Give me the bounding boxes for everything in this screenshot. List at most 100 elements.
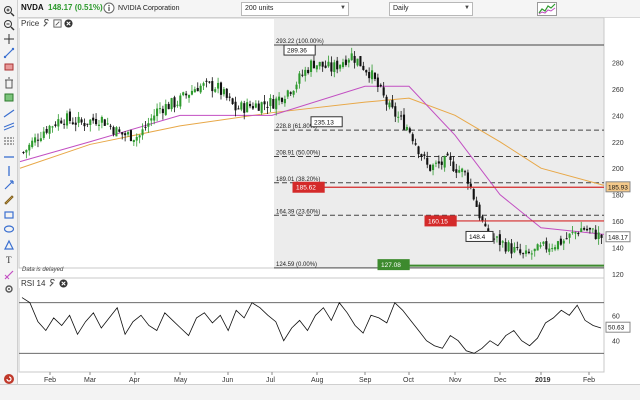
candle-body [86, 123, 89, 125]
magnifier-plus-icon[interactable] [2, 4, 16, 18]
resize-icon[interactable] [53, 19, 62, 28]
candle-body [315, 65, 318, 70]
price-y-tick: 160 [612, 219, 624, 226]
candle-body [432, 164, 435, 171]
close-icon[interactable] [59, 279, 69, 288]
measure-icon[interactable] [2, 268, 16, 282]
candle-body [225, 88, 228, 98]
candle-body [275, 98, 278, 110]
wrench-icon[interactable] [48, 279, 57, 288]
triangle-icon[interactable] [2, 238, 16, 252]
candle-body [455, 169, 458, 173]
candle-body [237, 108, 240, 110]
candle-body [147, 123, 150, 127]
price-box [310, 116, 343, 128]
fibonacci-icon[interactable] [2, 134, 16, 148]
candle-body [533, 248, 536, 252]
x-tick-label: Sep [359, 377, 372, 384]
price-box-label: 127.08 [381, 262, 401, 269]
move-icon[interactable] [2, 46, 16, 60]
period-select[interactable]: Daily ▼ [389, 2, 473, 16]
magnifier-minus-icon[interactable] [2, 18, 16, 32]
period-select-value: Daily [393, 5, 409, 12]
candle-body [400, 115, 403, 117]
chart-type-icon[interactable] [537, 2, 557, 16]
candle-body [402, 114, 406, 130]
candle-body [173, 97, 176, 108]
channel-icon[interactable] [2, 120, 16, 134]
vertical-line-icon[interactable] [2, 164, 16, 178]
text-icon[interactable]: T [2, 252, 16, 266]
right-axis-tag [605, 181, 631, 193]
arrow-line-icon[interactable] [2, 178, 16, 192]
fib-level-label: 189.01 (38.20%) [276, 177, 320, 183]
candle-body [63, 123, 66, 125]
candle-body [243, 103, 246, 113]
crosshair-icon[interactable] [2, 32, 16, 46]
right-axis-tag-label: 148.17 [608, 234, 628, 241]
rectangle-icon[interactable] [2, 208, 16, 222]
candle-body [461, 168, 464, 172]
candle-body [475, 200, 478, 207]
x-tick-label: Nov [449, 377, 462, 384]
fib-level-label: 293.22 (100.00%) [276, 39, 324, 45]
fib-level-label: 228.8 (61.80%) [276, 124, 317, 130]
x-tick-label: Aug [311, 377, 324, 384]
candle-body [548, 248, 551, 252]
wrench-icon[interactable] [42, 19, 51, 28]
company-info-icon[interactable] [103, 2, 115, 14]
candle-body [495, 236, 499, 238]
candle-body [240, 102, 243, 110]
candles-icon[interactable] [2, 90, 16, 104]
candle-body [187, 94, 191, 98]
pencil-icon[interactable] [2, 192, 16, 206]
candle-body [141, 129, 144, 136]
trend-line-icon[interactable] [2, 106, 16, 120]
price-panel-title: Price [21, 19, 40, 28]
reset-icon[interactable] [2, 372, 16, 386]
fib-level-label: 208.91 (50.00%) [276, 150, 320, 156]
ellipse-icon[interactable] [2, 222, 16, 236]
candle-body [571, 232, 574, 234]
candle-body [426, 157, 429, 165]
candle-body [158, 108, 162, 110]
candle-body [144, 126, 147, 128]
candle-body [312, 60, 316, 69]
candle-body [437, 161, 440, 164]
right-axis-tag-label: 185.93 [608, 184, 628, 191]
units-select[interactable]: 200 units ▼ [241, 2, 349, 16]
candle-body [304, 69, 307, 76]
candle-body [504, 242, 507, 252]
candle-body [295, 84, 298, 90]
candle-body [376, 77, 379, 87]
candle-body [135, 136, 138, 141]
data-delayed-note: Data is delayed [22, 267, 64, 273]
x-tick-label: Jun [222, 377, 233, 384]
candle-body [106, 123, 109, 125]
candle-body [219, 82, 223, 95]
eraser-icon[interactable] [2, 60, 16, 74]
price-y-tick: 220 [612, 140, 624, 147]
candle-body [365, 70, 368, 73]
candle-body [481, 216, 484, 222]
candle-body [347, 59, 350, 63]
settings-icon[interactable] [2, 282, 16, 296]
candle-body [234, 101, 237, 111]
candle-body [208, 81, 211, 83]
candle-body [280, 97, 284, 102]
trash-icon[interactable] [2, 76, 16, 90]
candle-body [339, 64, 342, 69]
close-icon[interactable] [64, 19, 73, 28]
price-y-tick: 240 [612, 113, 624, 120]
candle-body [469, 183, 472, 187]
candle-body [83, 123, 86, 127]
candle-body [411, 134, 414, 142]
candle-body [507, 242, 510, 252]
horizontal-line-icon[interactable] [2, 150, 16, 164]
candle-body [336, 60, 339, 70]
candle-body [554, 247, 557, 250]
price-y-tick: 140 [612, 246, 624, 253]
price-panel-label: Price [19, 19, 78, 28]
candle-body [545, 241, 548, 250]
